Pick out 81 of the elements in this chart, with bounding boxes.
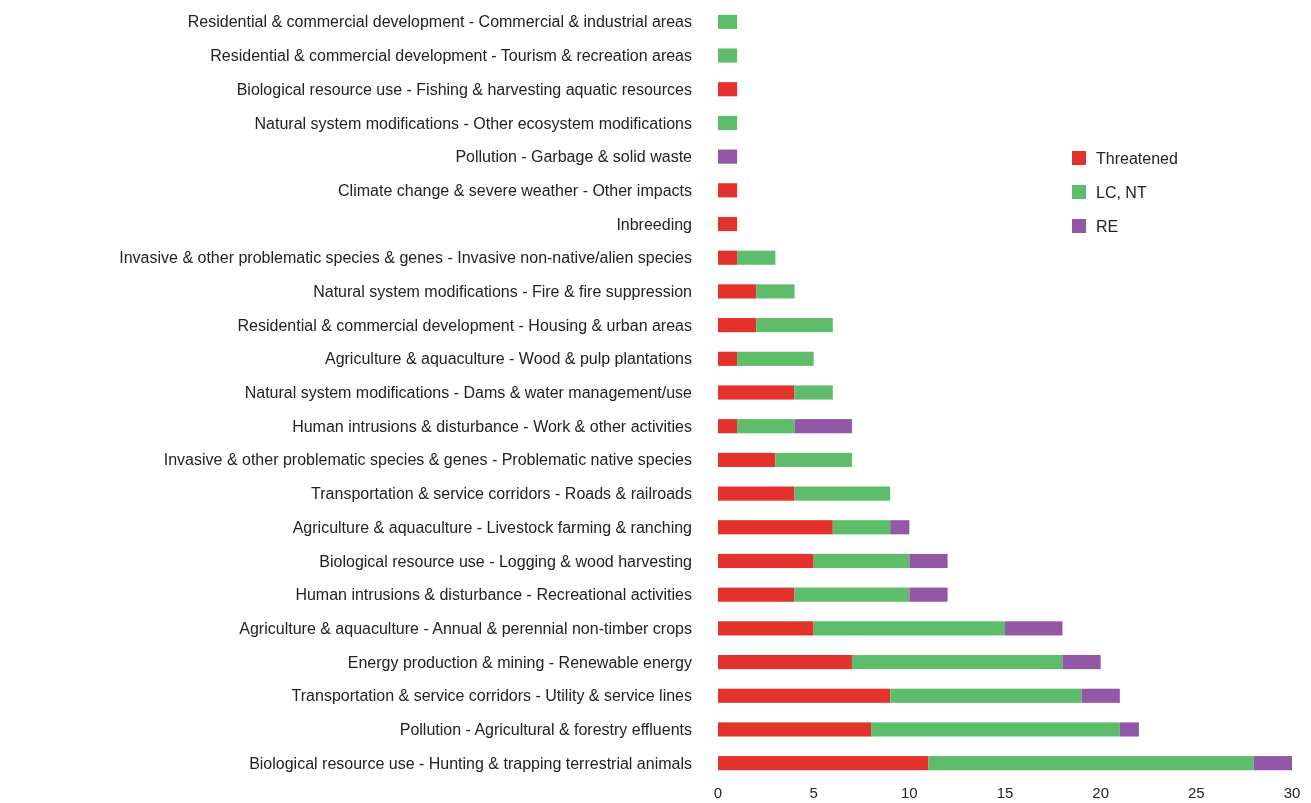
y-tick-label: Biological resource use - Hunting & trapping terrestrial animals (249, 754, 692, 772)
bar (928, 756, 1254, 771)
bar (851, 654, 1063, 670)
y-tick-label: Human intrusions & disturbance - Work & other activities (292, 417, 692, 435)
bar (718, 250, 738, 265)
bar (737, 351, 814, 366)
y-tick-label: Residential & commercial development - Tourism & recreation areas (210, 47, 692, 65)
bar (1005, 621, 1063, 636)
bar (813, 553, 910, 569)
bar (1119, 722, 1139, 737)
bar (718, 351, 738, 366)
bar (718, 183, 738, 198)
y-tick-label: Biological resource use - Fishing & harvesting aquatic resources (236, 80, 692, 98)
bar (794, 486, 891, 501)
bar (890, 520, 910, 535)
bar (718, 149, 738, 164)
bar (890, 688, 1082, 703)
bar (718, 452, 776, 467)
bar (1062, 654, 1101, 670)
y-tick-label: Pollution - Garbage & solid waste (455, 148, 693, 166)
x-tick-label: 0 (713, 784, 723, 801)
y-tick-label: Agriculture & aquaculture - Annual & perennial non-timber crops (239, 619, 692, 637)
x-tick-label: 15 (996, 784, 1014, 801)
bar (794, 385, 833, 400)
bar (813, 621, 1005, 636)
y-tick-label: Energy production & mining - Renewable energy (347, 653, 692, 671)
bar (756, 318, 833, 333)
bar (718, 48, 738, 63)
bar (737, 250, 776, 265)
bar (832, 520, 891, 535)
x-tick-label: 10 (900, 784, 918, 801)
bar (718, 115, 738, 131)
bar (909, 553, 948, 569)
legend-label: Threatened (1096, 149, 1178, 167)
y-tick-label: Climate change & severe weather - Other impacts (338, 181, 692, 199)
y-tick-label: Residential & commercial development - Housing & urban areas (237, 316, 692, 334)
bar (718, 385, 795, 400)
bar (871, 722, 1120, 737)
bar (794, 419, 852, 434)
bar (718, 553, 814, 569)
bar (718, 216, 738, 232)
x-tick-label: 20 (1092, 784, 1110, 801)
bar (718, 621, 814, 636)
y-tick-label: Natural system modifications - Dams & water management/use (244, 384, 693, 402)
bar (718, 14, 738, 29)
bar (909, 587, 948, 602)
x-tick-label: 5 (809, 784, 818, 801)
bar (718, 722, 872, 737)
bar (794, 587, 910, 602)
bar (718, 520, 833, 535)
bar (718, 419, 738, 434)
y-tick-label: Agriculture & aquaculture - Livestock farming & ranching (292, 518, 692, 536)
bar (718, 654, 852, 670)
bar (718, 756, 929, 771)
y-tick-label: Human intrusions & disturbance - Recreational activities (295, 586, 692, 604)
bar (775, 452, 852, 467)
y-tick-label: Inbreeding (616, 215, 692, 233)
bar (718, 688, 891, 703)
y-tick-label: Invasive & other problematic species & genes - Problematic native species (163, 451, 692, 469)
y-tick-label: Agriculture & aquaculture - Wood & pulp plantations (324, 350, 692, 368)
y-tick-label: Pollution - Agricultural & forestry effluents (399, 721, 692, 739)
x-tick-label: 25 (1187, 784, 1205, 801)
bar (718, 486, 795, 501)
x-tick-label: 30 (1283, 784, 1301, 801)
y-tick-label: Residential & commercial development - Commercial & industrial areas (187, 13, 692, 31)
bar (1081, 688, 1120, 703)
bar (718, 318, 757, 333)
y-tick-label: Transportation & service corridors - Roads & railroads (311, 485, 692, 503)
y-tick-label: Natural system modifications - Other ecosystem modifications (254, 114, 692, 132)
bar (1253, 756, 1292, 771)
bar (718, 587, 795, 602)
y-tick-label: Biological resource use - Logging & wood harvesting (319, 552, 692, 570)
y-tick-label: Invasive & other problematic species & genes - Invasive non-native/alien species (119, 249, 692, 267)
bar (718, 82, 738, 97)
y-tick-label: Natural system modifications - Fire & fire suppression (313, 283, 692, 301)
bar (756, 284, 795, 299)
legend-label: LC, NT (1096, 183, 1147, 201)
legend-label: RE (1096, 217, 1119, 235)
y-tick-label: Transportation & service corridors - Utility & service lines (291, 687, 692, 705)
bar (737, 419, 795, 434)
bar (718, 284, 757, 299)
